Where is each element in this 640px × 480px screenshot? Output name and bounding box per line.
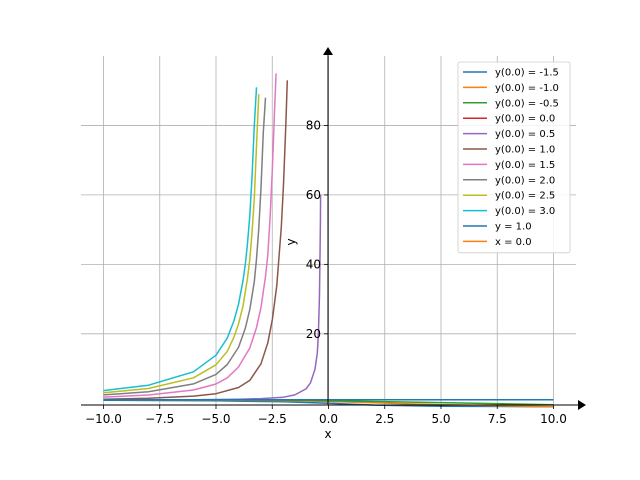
y-tick-label: 20	[306, 327, 321, 341]
x-tick-label: 5.0	[431, 412, 450, 426]
axes: x y	[81, 47, 586, 441]
legend-entry-label: y(0.0) = -0.5	[495, 98, 559, 109]
legend-box	[457, 61, 571, 254]
series-line-9	[103, 87, 258, 392]
x-axis-arrow-icon	[578, 400, 586, 410]
x-tick-label: 10.0	[540, 412, 567, 426]
x-tick-label: 0.0	[319, 412, 338, 426]
legend-entry-label: y = 1.0	[495, 222, 532, 233]
legend-entry-label: y(0.0) = 2.0	[495, 175, 555, 186]
y-tick-label: 40	[306, 257, 321, 271]
legend-entry-label: y(0.0) = 1.5	[495, 160, 555, 171]
legend-entry-label: y(0.0) = -1.5	[495, 68, 559, 79]
series-line-4	[103, 194, 322, 401]
legend-entry-label: y(0.0) = 2.5	[495, 191, 555, 202]
x-tick-label: 2.5	[375, 412, 394, 426]
legend-entry-label: x = 0.0	[495, 237, 532, 248]
legend-entry-label: y(0.0) = 0.5	[495, 129, 555, 140]
y-axis-label: y	[284, 238, 298, 245]
x-tick-label: 7.5	[488, 412, 507, 426]
y-tick-label: 80	[306, 118, 321, 132]
series-line-7	[103, 97, 267, 396]
x-tick-label: −7.5	[145, 412, 174, 426]
y-tick-label: 60	[306, 188, 321, 202]
ticks: −10.0 −7.5 −5.0 −2.5 0.0 2.5 5.0 7.5 10.0 20 40 60 8…	[85, 118, 567, 426]
legend-entry-label: y(0.0) = -1.0	[495, 83, 559, 94]
x-tick-label: −10.0	[85, 412, 122, 426]
legend: y(0.0) = -1.5 y(0.0) = -1.0 y(0.0) = -0.5 y…	[457, 61, 571, 254]
x-axis-label: x	[324, 427, 331, 441]
legend-entry-label: y(0.0) = 1.0	[495, 145, 555, 156]
y-axis-arrow-icon	[323, 47, 333, 55]
legend-entry-label: y(0.0) = 3.0	[495, 206, 555, 217]
series-line-6	[103, 73, 277, 398]
series-line-8	[103, 94, 260, 394]
x-tick-label: −5.0	[201, 412, 230, 426]
series-line-5	[103, 80, 289, 401]
legend-entry-label: y(0.0) = 0.0	[495, 114, 555, 125]
x-tick-label: −2.5	[258, 412, 287, 426]
